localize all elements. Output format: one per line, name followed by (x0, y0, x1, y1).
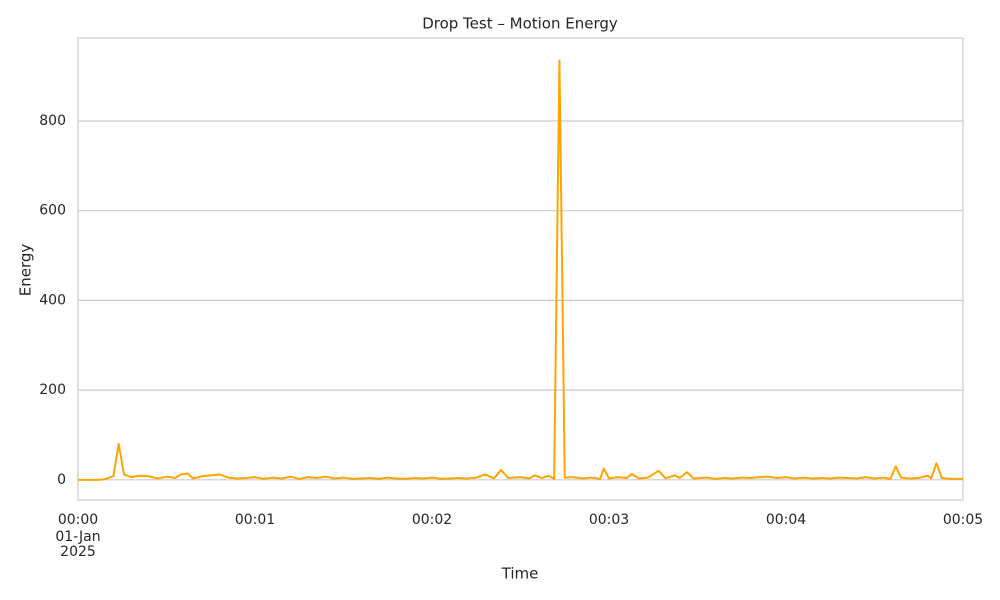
x-tick-label: 00:01 (235, 512, 275, 528)
x-date-label: 01-Jan (55, 529, 100, 545)
y-tick-label: 400 (39, 292, 66, 308)
x-tick-label: 00:05 (943, 512, 983, 528)
x-tick-label: 00:00 (58, 512, 98, 528)
data-line (78, 59, 963, 481)
x-date-label: 2025 (60, 544, 96, 560)
y-tick-label: 600 (39, 203, 66, 219)
x-tick-label: 00:03 (589, 512, 629, 528)
plot-frame (77, 37, 964, 501)
x-axis-label: Time (501, 565, 539, 583)
y-tick-label: 200 (39, 382, 66, 398)
y-tick-label: 0 (57, 472, 66, 488)
chart-title: Drop Test – Motion Energy (422, 15, 618, 33)
y-tick-label: 800 (39, 113, 66, 129)
y-axis-label: Energy (17, 244, 35, 297)
x-tick-label: 00:02 (412, 512, 452, 528)
x-tick-label: 00:04 (766, 512, 806, 528)
